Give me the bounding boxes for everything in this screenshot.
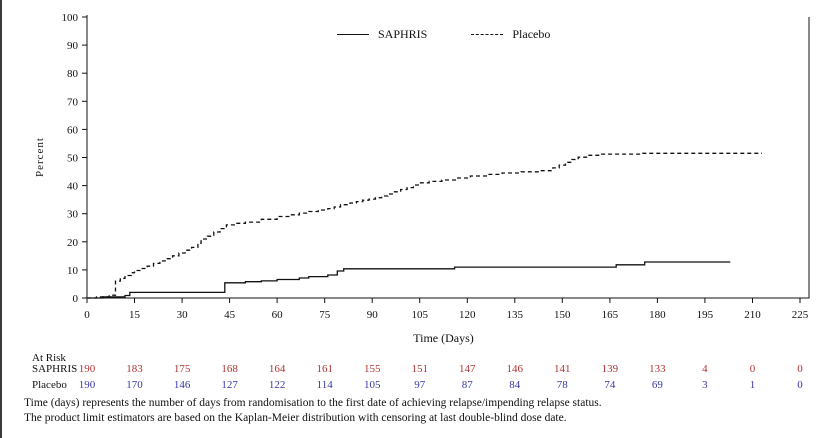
x-tick-label: 180 [649,309,666,321]
legend-label-saphris: SAPHRIS [378,27,428,41]
footnote-line-2: The product limit estimators are based o… [24,412,567,424]
at-risk-value: 4 [702,363,708,375]
y-tick-label: 60 [67,124,79,136]
at-risk-value: 87 [461,379,473,391]
x-tick-label: 0 [84,309,90,321]
x-tick-label: 60 [272,309,284,321]
at-risk-value: 151 [411,363,428,375]
at-risk-value: 97 [414,379,426,391]
at-risk-value: 168 [221,363,238,375]
y-tick-label: 40 [67,181,79,193]
at-risk-value: 84 [509,379,521,391]
x-tick-label: 120 [459,309,476,321]
y-tick-label: 20 [67,237,79,249]
y-tick-label: 0 [73,293,79,305]
at-risk-value: 183 [126,363,143,375]
at-risk-value: 141 [554,363,571,375]
at-risk-value: 161 [316,363,333,375]
at-risk-value: 190 [78,379,96,391]
at-risk-row-label: SAPHRIS [32,363,78,375]
x-tick-label: 150 [554,309,571,321]
at-risk-value: 78 [556,379,568,391]
at-risk-value: 175 [173,363,191,375]
x-tick-label: 15 [129,309,141,321]
at-risk-value: 139 [601,363,619,375]
x-tick-label: 75 [319,309,331,321]
at-risk-value: 69 [651,379,663,391]
at-risk-value: 146 [506,363,524,375]
y-tick-label: 100 [62,12,79,24]
y-tick-label: 10 [67,265,79,277]
at-risk-value: 0 [749,363,756,375]
x-tick-label: 30 [177,309,189,321]
at-risk-value: 1 [749,379,756,391]
x-tick-label: 45 [224,309,236,321]
at-risk-row-saphris: SAPHRIS 190 183 175 168 164 161 155 151 147 146 14… [2,363,830,376]
saphris-curve [87,261,731,299]
at-risk-row-label: Placebo [32,379,67,391]
x-tick-label: 195 [697,309,714,321]
at-risk-value: 146 [173,379,191,391]
at-risk-row-placebo: Placebo 190 170 146 127 122 114 105 97 87 84 78 74 6… [2,379,830,392]
at-risk-value: 127 [221,379,238,391]
at-risk-value: 155 [363,363,381,375]
x-axis-label: Time (Days) [413,331,474,345]
x-tick-label: 210 [744,309,761,321]
at-risk-value: 170 [126,379,143,391]
at-risk-value: 74 [604,379,616,391]
y-tick-label: 70 [67,96,79,108]
at-risk-value: 133 [649,363,666,375]
footnote-line-1: Time (days) represents the number of day… [24,397,602,409]
y-tick-label: 80 [67,68,79,80]
x-tick-label: 225 [792,309,809,321]
x-tick-label: 105 [411,309,428,321]
km-plot: 0 15 30 45 60 75 90 105 120 135 150 165 180 195 210 225… [62,12,810,321]
at-risk-value: 164 [268,363,286,375]
solid-line-sample [337,34,369,35]
legend-item-placebo: Placebo [471,27,550,42]
at-risk-value: 147 [459,363,476,375]
x-tick-label: 135 [507,309,524,321]
x-tick-label: 90 [367,309,379,321]
at-risk-value: 122 [268,379,286,391]
at-risk-value: 0 [797,379,803,391]
legend-item-saphris: SAPHRIS [337,27,427,42]
dashed-line-sample [471,34,504,35]
y-tick-label: 30 [67,209,79,221]
x-tick-label: 165 [602,309,619,321]
at-risk-value: 105 [363,379,381,391]
at-risk-value: 190 [78,363,96,375]
legend: SAPHRIS Placebo [337,27,550,42]
at-risk-value: 3 [702,379,708,391]
axes [86,15,810,299]
at-risk-value: 0 [797,363,803,375]
legend-label-placebo: Placebo [512,27,551,41]
at-risk-title: At Risk [32,352,66,364]
y-axis-label: Percent [34,137,46,177]
y-tick-label: 90 [67,40,79,52]
y-tick-label: 50 [67,153,79,165]
placebo-curve [87,152,762,299]
at-risk-value: 114 [316,379,333,391]
